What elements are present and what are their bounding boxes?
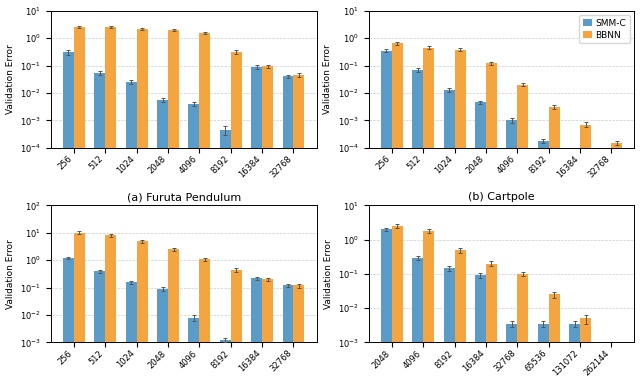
Bar: [94, 73, 106, 383]
Bar: [188, 104, 200, 383]
Bar: [538, 141, 548, 383]
Bar: [381, 229, 392, 383]
Bar: [63, 52, 74, 383]
Bar: [486, 264, 497, 383]
Bar: [569, 324, 580, 383]
Bar: [475, 103, 486, 383]
Bar: [392, 43, 403, 383]
Bar: [423, 47, 434, 383]
Bar: [412, 257, 423, 383]
Bar: [423, 231, 434, 383]
Bar: [137, 241, 148, 383]
Bar: [611, 143, 622, 383]
Bar: [220, 130, 231, 383]
Bar: [548, 106, 559, 383]
Bar: [137, 29, 148, 383]
Bar: [188, 318, 200, 383]
Bar: [475, 275, 486, 383]
Bar: [381, 51, 392, 383]
Bar: [94, 271, 106, 383]
Bar: [251, 278, 262, 383]
Y-axis label: Validation Error: Validation Error: [6, 44, 15, 114]
Bar: [157, 289, 168, 383]
Text: (b) Cartpole: (b) Cartpole: [468, 192, 535, 202]
Bar: [506, 324, 517, 383]
Y-axis label: Validation Error: Validation Error: [324, 239, 333, 309]
Text: (a) Furuta Pendulum: (a) Furuta Pendulum: [127, 192, 241, 202]
Bar: [412, 70, 423, 383]
Bar: [454, 50, 465, 383]
Bar: [168, 249, 179, 383]
Bar: [548, 295, 559, 383]
Bar: [125, 282, 137, 383]
Bar: [200, 259, 211, 383]
Bar: [580, 318, 591, 383]
Bar: [74, 27, 85, 383]
Bar: [282, 285, 294, 383]
Bar: [517, 85, 528, 383]
Bar: [282, 77, 294, 383]
Bar: [454, 250, 465, 383]
Bar: [580, 124, 591, 383]
Bar: [63, 258, 74, 383]
Bar: [538, 324, 548, 383]
Legend: SMM-C, BBNN: SMM-C, BBNN: [579, 15, 630, 43]
Bar: [262, 66, 273, 383]
Y-axis label: Validation Error: Validation Error: [6, 239, 15, 309]
Bar: [220, 340, 231, 383]
Bar: [444, 90, 454, 383]
Bar: [600, 312, 611, 383]
Y-axis label: Validation Error: Validation Error: [323, 44, 332, 114]
Bar: [168, 30, 179, 383]
Bar: [294, 285, 305, 383]
Bar: [486, 64, 497, 383]
Bar: [157, 100, 168, 383]
Bar: [231, 270, 242, 383]
Bar: [506, 120, 517, 383]
Bar: [125, 82, 137, 383]
Bar: [200, 33, 211, 383]
Bar: [569, 312, 580, 383]
Bar: [444, 268, 454, 383]
Bar: [517, 274, 528, 383]
Bar: [231, 52, 242, 383]
Bar: [294, 75, 305, 383]
Bar: [392, 226, 403, 383]
Bar: [262, 279, 273, 383]
Bar: [251, 67, 262, 383]
Bar: [74, 233, 85, 383]
Bar: [106, 27, 116, 383]
Bar: [106, 236, 116, 383]
